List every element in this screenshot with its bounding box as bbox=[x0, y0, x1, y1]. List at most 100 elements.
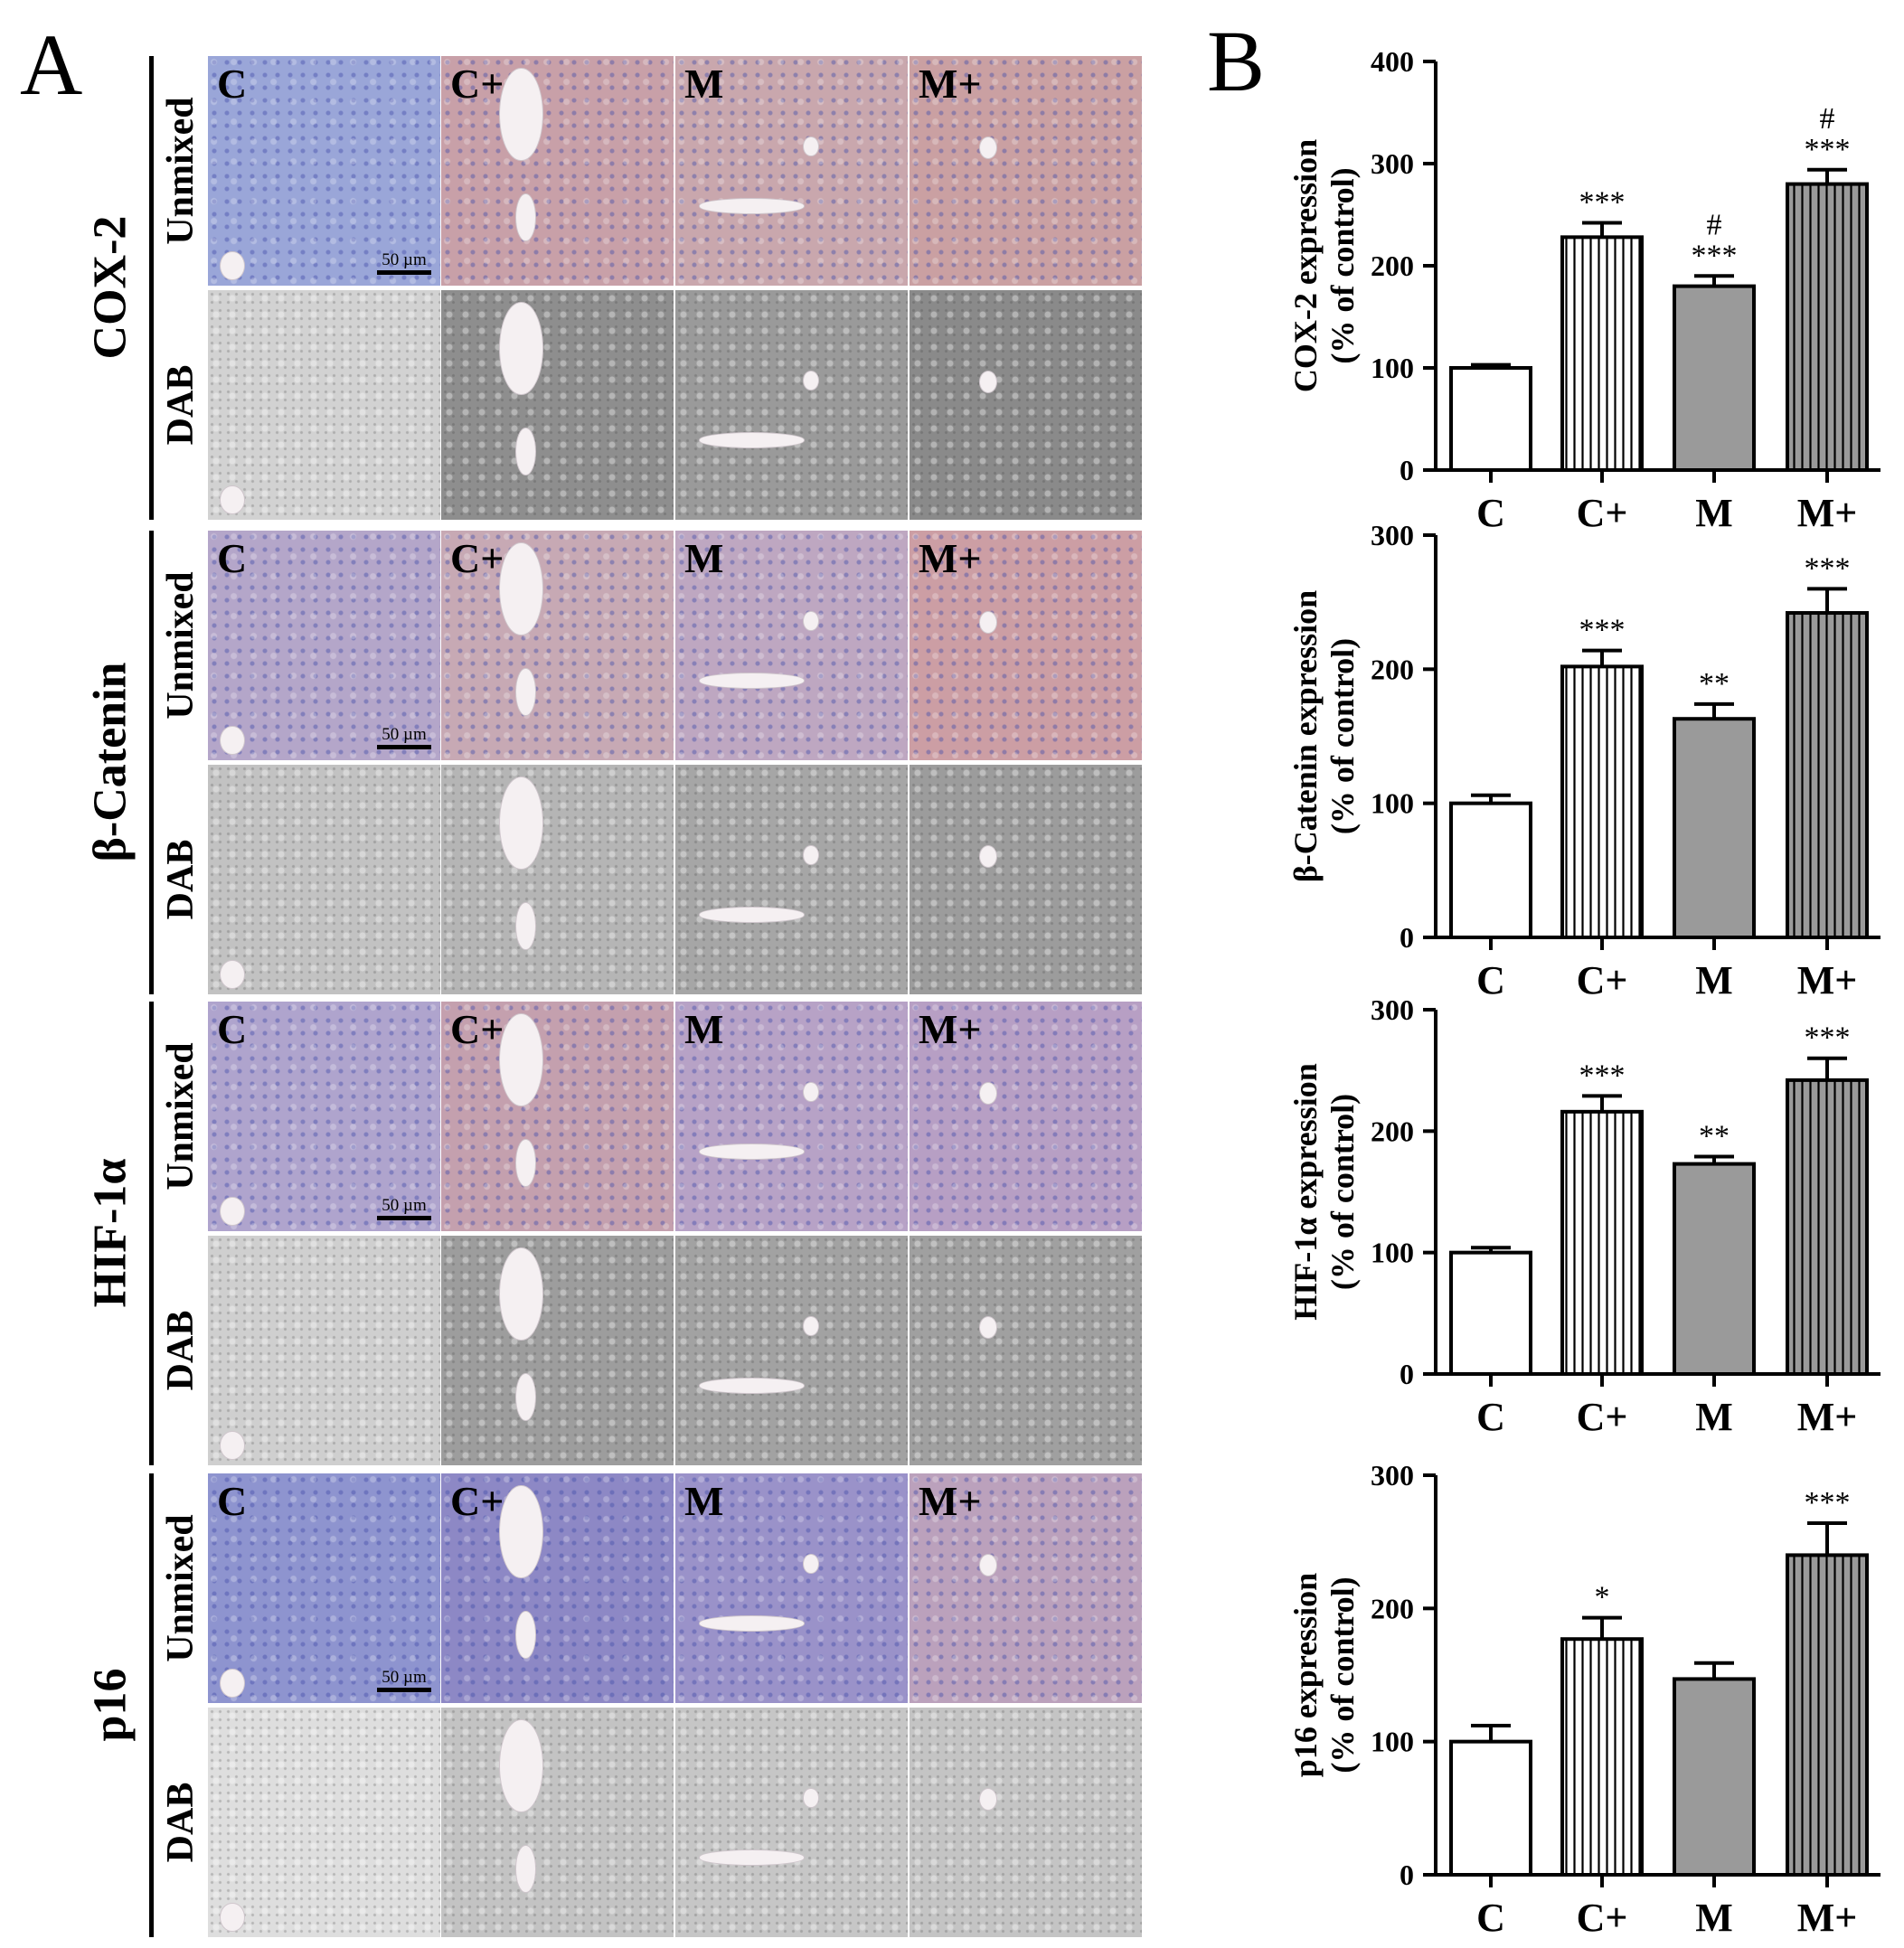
group-label: M+ bbox=[919, 1006, 982, 1052]
bar bbox=[1449, 801, 1532, 940]
significance-label: ** bbox=[1699, 1120, 1730, 1153]
vessel-lumen bbox=[803, 844, 819, 866]
group-label: M bbox=[684, 1478, 724, 1524]
stain-row-label: DAB bbox=[160, 839, 202, 920]
vessel-lumen bbox=[803, 370, 819, 391]
y-tick-label: 400 bbox=[1371, 45, 1414, 78]
bar bbox=[1786, 611, 1869, 939]
vessel-lumen bbox=[803, 1081, 819, 1103]
micrograph-tile: C 50 µm bbox=[208, 531, 440, 760]
micrograph-tile bbox=[910, 1708, 1142, 1937]
micrograph-tile: M+ bbox=[910, 531, 1142, 760]
y-axis-label-line: (% of control) bbox=[1324, 638, 1361, 834]
micrograph-tile: M+ bbox=[910, 1002, 1142, 1231]
y-axis-label: COX-2 expression(% of control) bbox=[1287, 139, 1361, 392]
group-label: M+ bbox=[919, 1478, 982, 1524]
vessel-lumen bbox=[979, 370, 998, 393]
group-label: M+ bbox=[919, 535, 982, 581]
micrograph-tile: M bbox=[675, 1002, 908, 1231]
micrograph-tile bbox=[675, 765, 908, 994]
x-tick-label: M+ bbox=[1797, 958, 1858, 1002]
stain-row-label: DAB bbox=[160, 1782, 202, 1863]
significance-label: # bbox=[1820, 102, 1835, 136]
vessel-lumen bbox=[499, 1247, 543, 1341]
bar bbox=[1560, 1637, 1644, 1877]
scale-bar-label: 50 µm bbox=[382, 1668, 427, 1687]
vessel-lumen bbox=[219, 959, 245, 990]
x-tick-label: C bbox=[1476, 1896, 1505, 1940]
y-tick-label: 0 bbox=[1400, 1358, 1414, 1390]
micrograph-tile: M bbox=[675, 531, 908, 760]
vessel-lumen bbox=[698, 1615, 806, 1632]
y-tick-label: 200 bbox=[1371, 653, 1414, 685]
micrograph-tile: M bbox=[675, 56, 908, 286]
vessel-lumen bbox=[803, 610, 819, 632]
vessel-lumen bbox=[979, 844, 998, 868]
group-bracket bbox=[149, 531, 154, 994]
y-tick-label: 100 bbox=[1371, 1726, 1414, 1758]
vessel-lumen bbox=[219, 1430, 245, 1461]
micrograph-tile bbox=[675, 290, 908, 520]
significance-label: *** bbox=[1805, 551, 1851, 585]
vessel-lumen bbox=[499, 301, 543, 396]
vessel-lumen bbox=[698, 907, 806, 923]
scale-bar-line bbox=[377, 1688, 431, 1692]
y-axis-label-line: β-Catenin expression bbox=[1287, 590, 1324, 882]
bar bbox=[1449, 1250, 1532, 1376]
y-tick-label: 0 bbox=[1400, 1859, 1414, 1891]
y-axis-label-line: (% of control) bbox=[1324, 1094, 1361, 1290]
scale-bar: 50 µm bbox=[377, 251, 431, 275]
vessel-lumen bbox=[499, 1718, 543, 1813]
x-tick-label: M bbox=[1695, 958, 1733, 1002]
y-tick-label: 200 bbox=[1371, 1592, 1414, 1624]
x-tick-label: C bbox=[1476, 491, 1505, 535]
significance-label: *** bbox=[1805, 1486, 1851, 1520]
micrograph-tile: M bbox=[675, 1473, 908, 1703]
y-tick-label: 300 bbox=[1371, 147, 1414, 180]
stain-row-label: Unmixed bbox=[160, 571, 202, 720]
x-tick-label: C bbox=[1476, 958, 1505, 1002]
gene-label: COX-2 bbox=[84, 215, 137, 360]
scale-bar-line bbox=[377, 270, 431, 275]
scale-bar-line bbox=[377, 1216, 431, 1220]
scale-bar: 50 µm bbox=[377, 1197, 431, 1220]
micrograph-tile bbox=[675, 1236, 908, 1465]
stain-row-label: Unmixed bbox=[160, 1514, 202, 1662]
y-tick-label: 100 bbox=[1371, 352, 1414, 384]
stain-row-label: Unmixed bbox=[160, 1042, 202, 1190]
vessel-lumen bbox=[515, 1611, 536, 1660]
vessel-lumen bbox=[515, 1845, 536, 1894]
scale-bar-label: 50 µm bbox=[382, 1196, 427, 1215]
bar bbox=[1673, 1677, 1756, 1877]
significance-label: ** bbox=[1699, 667, 1730, 701]
x-tick-label: M+ bbox=[1797, 1395, 1858, 1439]
vessel-lumen bbox=[499, 1484, 543, 1579]
scale-bar: 50 µm bbox=[377, 726, 431, 749]
significance-label: *** bbox=[1805, 1021, 1851, 1055]
vessel-lumen bbox=[499, 1012, 543, 1107]
x-tick-label: C+ bbox=[1577, 1896, 1628, 1940]
vessel-lumen bbox=[219, 1196, 245, 1227]
vessel-lumen bbox=[499, 67, 543, 162]
y-axis-label: HIF-1α expression(% of control) bbox=[1287, 1063, 1361, 1320]
micrograph-tile bbox=[208, 290, 440, 520]
vessel-lumen bbox=[219, 1902, 245, 1933]
vessel-lumen bbox=[979, 1787, 998, 1811]
y-axis-label-line: (% of control) bbox=[1324, 1576, 1361, 1773]
significance-label: # bbox=[1707, 208, 1722, 241]
x-tick-label: C+ bbox=[1577, 1395, 1628, 1439]
significance-label: *** bbox=[1692, 239, 1738, 272]
panel-a-label: A bbox=[20, 16, 83, 113]
micrograph-tile bbox=[208, 1236, 440, 1465]
x-tick-label: M bbox=[1695, 1395, 1733, 1439]
bar bbox=[1786, 1078, 1869, 1376]
micrograph-tile: C 50 µm bbox=[208, 1473, 440, 1703]
significance-label: *** bbox=[1805, 133, 1851, 166]
vessel-lumen bbox=[979, 1553, 998, 1576]
micrograph-tile bbox=[675, 1708, 908, 1937]
bar bbox=[1673, 1162, 1756, 1377]
stain-row-label: Unmixed bbox=[160, 97, 202, 245]
gene-label: HIF-1α bbox=[84, 1158, 137, 1308]
scale-bar-line bbox=[377, 745, 431, 749]
bar bbox=[1673, 717, 1756, 940]
